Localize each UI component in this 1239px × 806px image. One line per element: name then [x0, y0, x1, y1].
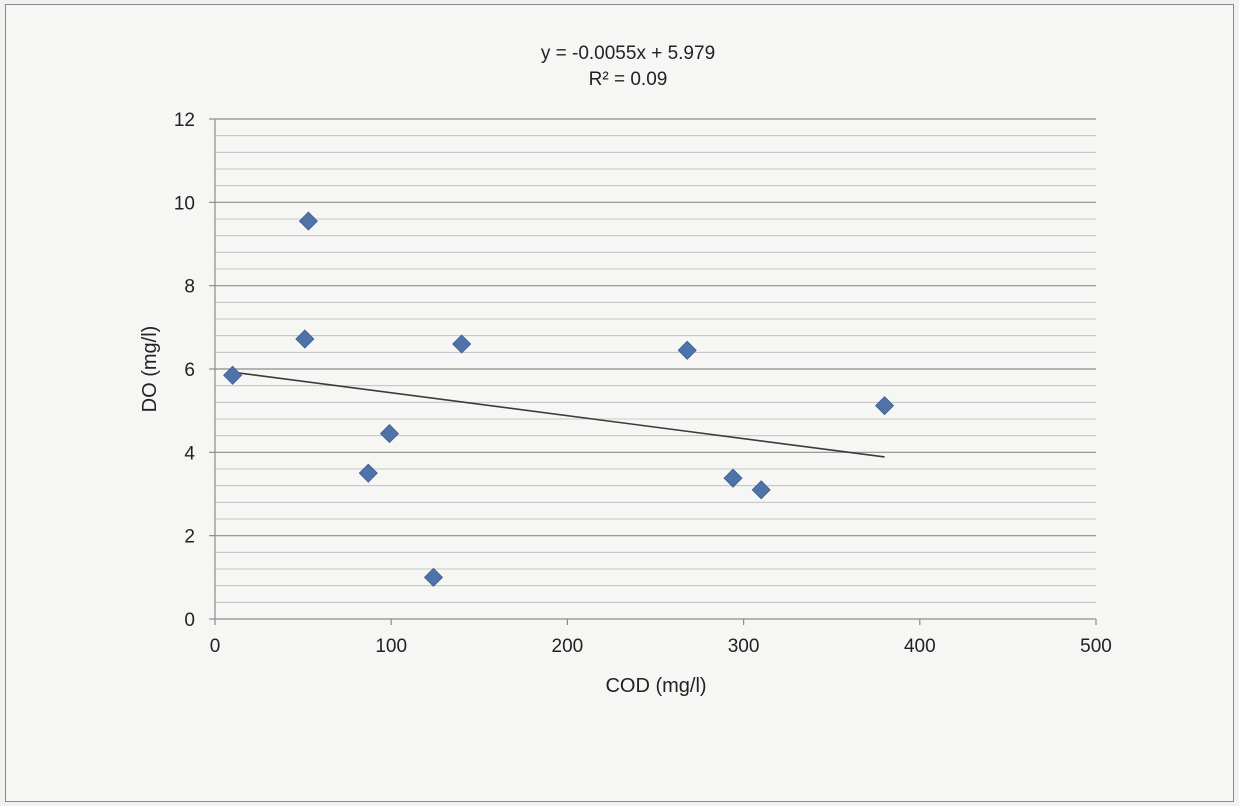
trendline	[232, 371, 885, 458]
grid-lines	[215, 118, 1096, 603]
data-points	[223, 211, 895, 587]
y-tick-label: 10	[174, 193, 195, 214]
y-tick-label: 6	[184, 360, 195, 381]
trendline-equation: y = -0.0055x + 5.979	[541, 43, 715, 64]
chart-frame	[5, 4, 1234, 802]
x-tick-label: 0	[210, 636, 221, 657]
data-point	[452, 334, 472, 354]
y-tick-label: 12	[174, 110, 195, 131]
data-point	[358, 463, 378, 483]
data-point	[677, 340, 697, 360]
data-point	[723, 468, 743, 488]
x-tick-label: 100	[375, 636, 407, 657]
x-tick-label: 500	[1080, 636, 1112, 657]
data-point	[751, 480, 771, 500]
trendline-group	[232, 371, 885, 458]
tick-labels: 0 2 4 6 8 10 12 0 100 200 300 400 500	[174, 110, 1112, 657]
data-point	[298, 211, 318, 231]
x-tick-label: 200	[552, 636, 584, 657]
data-point	[295, 329, 315, 349]
data-point	[423, 567, 444, 587]
y-axis-title: DO (mg/l)	[139, 326, 161, 413]
data-point	[223, 365, 243, 385]
y-tick-label: 2	[184, 527, 195, 548]
x-tick-label: 400	[904, 636, 936, 657]
x-axis-title: COD (mg/l)	[605, 675, 706, 697]
data-point	[874, 396, 895, 416]
r-squared-label: R² = 0.09	[589, 69, 668, 90]
axes	[209, 118, 1097, 625]
y-tick-label: 0	[184, 610, 195, 631]
y-tick-label: 8	[184, 277, 195, 298]
x-tick-label: 300	[728, 636, 760, 657]
data-point	[379, 424, 400, 444]
y-tick-label: 4	[184, 443, 195, 464]
